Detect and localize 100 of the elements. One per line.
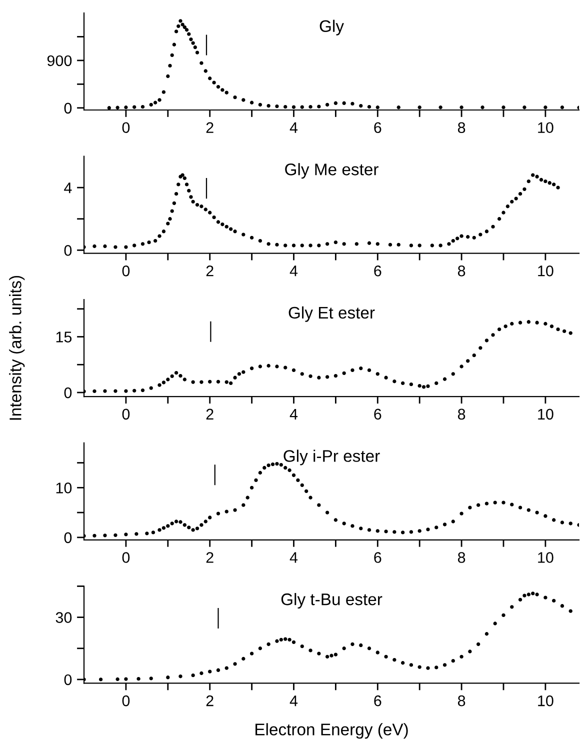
x-tick-label: 4 [290,696,298,706]
point [250,652,254,656]
point [317,104,321,108]
point [189,38,193,42]
point [233,662,237,666]
point [493,622,497,626]
point [544,106,548,110]
point [166,676,170,680]
point [359,104,363,108]
point [367,105,372,109]
x-tick-label: 6 [374,408,382,420]
x-tick-label: 0 [122,695,130,706]
point [136,677,140,681]
point [308,105,312,109]
point [172,42,176,46]
point [98,678,103,682]
point [292,105,296,109]
chart-title: Gly [320,20,344,36]
point [384,654,388,659]
point [182,25,187,30]
y-tick-label: 15 [56,332,72,342]
point [242,98,246,102]
y-tick-label: 900 [47,55,72,66]
point [176,24,180,28]
point [208,670,212,674]
x-tick-label: 4 [290,122,298,133]
x-tick-label: 8 [458,122,466,134]
point [480,106,484,110]
point [233,96,237,100]
point [158,98,162,102]
point [342,101,346,105]
point [292,640,296,644]
point [396,106,400,110]
point [342,646,346,650]
point [544,596,548,600]
point [279,638,283,642]
point [568,609,572,613]
point [170,53,174,58]
point [418,106,422,110]
point [535,592,539,596]
x-tick-label: 6 [374,122,382,134]
point [216,84,220,89]
point [308,648,312,652]
point [518,598,522,602]
point [275,639,279,643]
point [334,101,338,105]
point [212,80,216,84]
point [460,106,464,110]
point [174,30,178,34]
x-tick-label: 8 [458,408,466,420]
x-tick-label: 0 [122,408,130,420]
point [468,650,472,654]
point [132,105,136,109]
point [325,654,330,659]
point [116,677,120,682]
chart-title: Gly t-Bu ester [281,592,382,609]
chart-title: Gly Me ester [285,163,378,179]
x-tick-label: 6 [374,695,382,706]
point [178,674,182,678]
x-tick-label: 0 [122,266,130,276]
point [178,19,182,23]
x-tick-label: 10 [538,122,554,134]
y-tick-label: 10 [56,482,72,494]
point [200,61,204,65]
point [330,654,334,658]
point [451,658,455,663]
point [140,105,145,109]
point [350,642,354,646]
point [180,22,184,26]
x-tick-label: 2 [206,122,214,133]
point [392,658,396,662]
point [350,102,354,106]
point [476,642,480,646]
point [284,637,288,641]
point [531,592,535,596]
point [560,106,564,110]
point [149,102,153,107]
point [275,104,279,108]
x-tick-label: 2 [206,695,214,706]
y-tick-label: 30 [56,612,72,623]
point [300,644,304,648]
point [442,663,447,667]
x-tick-label: 0 [122,122,130,134]
point [195,50,200,54]
point [288,638,292,642]
point [526,592,530,596]
point [359,643,363,648]
x-axis-title: Electron Energy (eV) [256,723,408,739]
point [522,106,526,110]
x-tick-label: 10 [538,408,554,420]
y-tick-label: 4 [64,182,72,194]
point [162,90,166,94]
point [168,64,172,68]
point [153,100,158,104]
x-tick-label: 10 [538,695,554,706]
point [220,88,224,92]
y-tick-label: 0 [64,102,72,114]
point [184,28,189,32]
point [166,74,170,78]
x-tick-label: 2 [206,266,214,276]
